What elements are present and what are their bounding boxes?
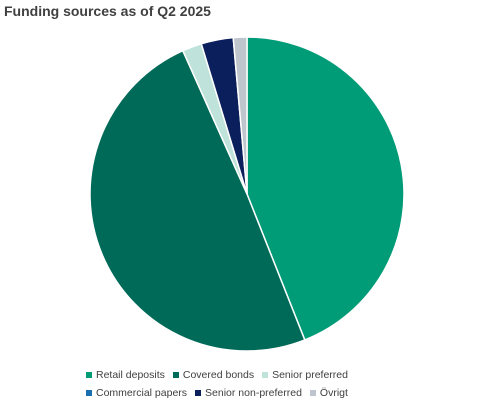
legend-swatch <box>262 372 269 378</box>
legend-item-retail-deposits: Retail deposits <box>86 369 165 381</box>
legend-item-senior-preferred: Senior preferred <box>262 369 348 381</box>
legend-swatch <box>309 390 316 396</box>
chart-title: Funding sources as of Q2 2025 <box>4 3 211 19</box>
legend-item-covered-bonds: Covered bonds <box>172 369 255 381</box>
legend-label: Senior preferred <box>272 369 348 381</box>
legend-label: Commercial papers <box>96 387 188 399</box>
legend-label: Övrigt <box>319 387 348 399</box>
legend-swatch <box>172 372 179 378</box>
pie-slice-covered-bonds <box>89 49 306 352</box>
pie-slice--vrigt <box>232 36 248 195</box>
legend-label: Retail deposits <box>96 369 165 381</box>
legend-item-senior-non-preferred: Senior non-preferred <box>195 387 302 399</box>
legend-row-1: Retail deposits Covered bonds Senior pre… <box>86 366 416 384</box>
legend-row-2: Commercial papers Senior non-preferred Ö… <box>86 384 416 402</box>
legend-swatch <box>86 372 92 378</box>
pie-slice-retail-deposits <box>246 36 405 341</box>
legend-swatch <box>86 390 92 396</box>
legend-item-ovrigt: Övrigt <box>309 387 348 399</box>
legend-swatch <box>195 390 202 396</box>
legend-label: Covered bonds <box>182 369 255 381</box>
legend: Retail deposits Covered bonds Senior pre… <box>86 366 416 402</box>
legend-label: Senior non-preferred <box>205 387 302 399</box>
legend-item-commercial-papers: Commercial papers <box>86 387 187 399</box>
